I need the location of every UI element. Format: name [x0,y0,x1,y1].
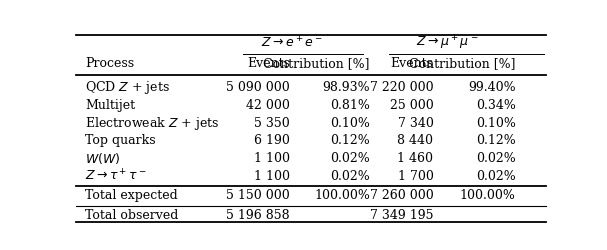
Text: 99.40%: 99.40% [468,81,516,94]
Text: 5 350: 5 350 [254,117,290,130]
Text: 1 700: 1 700 [398,170,433,183]
Text: Events: Events [390,57,433,70]
Text: 0.02%: 0.02% [476,170,516,183]
Text: 98.93%: 98.93% [322,81,370,94]
Text: 0.10%: 0.10% [476,117,516,130]
Text: Total expected: Total expected [85,189,178,202]
Text: Events: Events [247,57,290,70]
Text: 0.02%: 0.02% [330,170,370,183]
Text: 7 340: 7 340 [398,117,433,130]
Text: 42 000: 42 000 [246,99,290,112]
Text: QCD $Z$ + jets: QCD $Z$ + jets [85,79,170,96]
Text: Electroweak $Z$ + jets: Electroweak $Z$ + jets [85,115,220,132]
Text: $Z \to \mu^+\mu^-$: $Z \to \mu^+\mu^-$ [416,33,479,52]
Text: Contribution [%]: Contribution [%] [409,57,516,70]
Text: Top quarks: Top quarks [85,134,156,147]
Text: 0.34%: 0.34% [476,99,516,112]
Text: Total observed: Total observed [85,209,178,222]
Text: 8 440: 8 440 [398,134,433,147]
Text: 7 349 195: 7 349 195 [370,209,433,222]
Text: 0.02%: 0.02% [330,152,370,165]
Text: 0.10%: 0.10% [330,117,370,130]
Text: Process: Process [85,57,134,70]
Text: 0.02%: 0.02% [476,152,516,165]
Text: 6 190: 6 190 [254,134,290,147]
Text: 100.00%: 100.00% [314,189,370,202]
Text: 1 100: 1 100 [254,152,290,165]
Text: 1 460: 1 460 [398,152,433,165]
Text: Multijet: Multijet [85,99,135,112]
Text: $Z \to e^+e^-$: $Z \to e^+e^-$ [262,35,323,50]
Text: 7 220 000: 7 220 000 [370,81,433,94]
Text: 0.12%: 0.12% [330,134,370,147]
Text: 1 100: 1 100 [254,170,290,183]
Text: 5 196 858: 5 196 858 [226,209,290,222]
Text: Contribution [%]: Contribution [%] [263,57,370,70]
Text: 25 000: 25 000 [390,99,433,112]
Text: 5 090 000: 5 090 000 [226,81,290,94]
Text: 7 260 000: 7 260 000 [370,189,433,202]
Text: 0.81%: 0.81% [330,99,370,112]
Text: 0.12%: 0.12% [476,134,516,147]
Text: 100.00%: 100.00% [460,189,516,202]
Text: $Z \to \tau^+\tau^-$: $Z \to \tau^+\tau^-$ [85,169,147,184]
Text: 5 150 000: 5 150 000 [226,189,290,202]
Text: $W(W)$: $W(W)$ [85,151,121,166]
